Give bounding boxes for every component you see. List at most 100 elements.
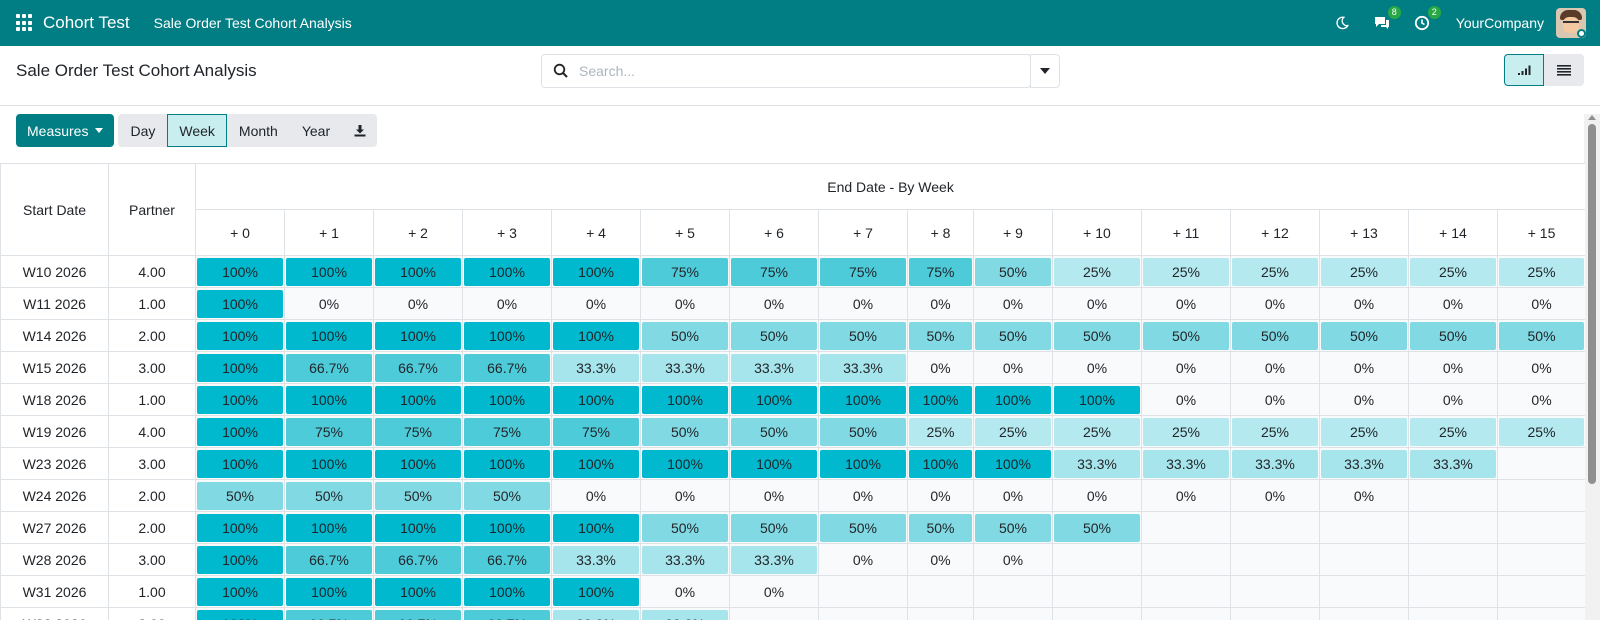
cohort-cell[interactable]: 50% bbox=[729, 511, 819, 544]
cohort-cell[interactable]: 0% bbox=[907, 543, 974, 576]
cohort-cell[interactable]: 50% bbox=[1052, 319, 1142, 352]
cohort-cell[interactable]: 25% bbox=[1052, 255, 1142, 288]
cohort-cell[interactable]: 100% bbox=[818, 383, 908, 416]
list-view-button[interactable] bbox=[1544, 54, 1584, 86]
cohort-cell[interactable]: 100% bbox=[195, 383, 285, 416]
cohort-cell[interactable]: 50% bbox=[195, 479, 285, 512]
cohort-cell[interactable]: 25% bbox=[1141, 415, 1231, 448]
cohort-cell[interactable]: 75% bbox=[729, 255, 819, 288]
cohort-cell[interactable]: 50% bbox=[640, 319, 730, 352]
user-avatar[interactable] bbox=[1556, 8, 1586, 38]
cohort-cell[interactable]: 100% bbox=[195, 287, 285, 320]
cohort-cell[interactable]: 50% bbox=[1496, 319, 1585, 352]
cohort-cell[interactable]: 100% bbox=[551, 511, 641, 544]
cohort-cell[interactable]: 33.3% bbox=[551, 607, 641, 620]
cohort-cell[interactable]: 0% bbox=[1319, 383, 1409, 416]
search-bar[interactable] bbox=[541, 54, 1031, 88]
interval-year-button[interactable]: Year bbox=[289, 114, 343, 147]
cohort-cell[interactable]: 0% bbox=[640, 479, 730, 512]
cohort-cell[interactable]: 100% bbox=[284, 319, 374, 352]
cohort-cell[interactable]: 100% bbox=[284, 511, 374, 544]
cohort-cell[interactable]: 0% bbox=[1496, 383, 1585, 416]
cohort-cell[interactable]: 100% bbox=[284, 255, 374, 288]
cohort-cell[interactable]: 0% bbox=[640, 575, 730, 608]
measures-dropdown[interactable]: Measures bbox=[16, 114, 115, 147]
cohort-cell[interactable]: 100% bbox=[373, 383, 463, 416]
cohort-cell[interactable]: 100% bbox=[195, 415, 285, 448]
cohort-cell[interactable]: 100% bbox=[373, 575, 463, 608]
cohort-cell[interactable]: 0% bbox=[1141, 383, 1231, 416]
interval-day-button[interactable]: Day bbox=[118, 114, 168, 147]
cohort-cell[interactable]: 0% bbox=[1408, 383, 1498, 416]
cohort-cell[interactable]: 100% bbox=[640, 447, 730, 480]
app-name[interactable]: Cohort Test bbox=[43, 13, 130, 32]
search-input[interactable] bbox=[579, 63, 999, 79]
messages-icon[interactable]: 8 bbox=[1372, 6, 1401, 33]
cohort-cell[interactable]: 100% bbox=[551, 575, 641, 608]
cohort-cell[interactable]: 50% bbox=[284, 479, 374, 512]
cohort-cell[interactable]: 0% bbox=[1052, 351, 1142, 384]
cohort-cell[interactable]: 100% bbox=[284, 383, 374, 416]
cohort-cell[interactable]: 50% bbox=[462, 479, 552, 512]
cohort-cell[interactable]: 50% bbox=[973, 319, 1053, 352]
cohort-cell[interactable]: 0% bbox=[973, 287, 1053, 320]
cohort-cell[interactable]: 100% bbox=[373, 255, 463, 288]
cohort-cell[interactable]: 25% bbox=[1141, 255, 1231, 288]
cohort-cell[interactable]: 25% bbox=[1496, 415, 1585, 448]
cohort-cell[interactable]: 75% bbox=[907, 255, 974, 288]
cohort-cell[interactable]: 100% bbox=[195, 351, 285, 384]
cohort-cell[interactable]: 0% bbox=[818, 287, 908, 320]
cohort-cell[interactable]: 100% bbox=[195, 511, 285, 544]
cohort-cell[interactable]: 66.7% bbox=[284, 607, 374, 620]
cohort-cell[interactable]: 50% bbox=[640, 511, 730, 544]
cohort-cell[interactable]: 75% bbox=[462, 415, 552, 448]
cohort-cell[interactable]: 100% bbox=[907, 447, 974, 480]
cohort-cell[interactable]: 0% bbox=[1496, 287, 1585, 320]
cohort-cell[interactable]: 0% bbox=[462, 287, 552, 320]
cohort-cell[interactable]: 33.3% bbox=[1230, 447, 1320, 480]
apps-menu-icon[interactable] bbox=[16, 14, 34, 32]
cohort-cell[interactable]: 0% bbox=[907, 479, 974, 512]
scroll-up-arrow[interactable] bbox=[1588, 115, 1596, 120]
cohort-cell[interactable]: 100% bbox=[462, 319, 552, 352]
cohort-cell[interactable]: 50% bbox=[1408, 319, 1498, 352]
cohort-cell[interactable]: 100% bbox=[195, 447, 285, 480]
cohort-cell[interactable]: 33.3% bbox=[1319, 447, 1409, 480]
cohort-cell[interactable]: 50% bbox=[1141, 319, 1231, 352]
cohort-cell[interactable]: 75% bbox=[818, 255, 908, 288]
cohort-cell[interactable]: 100% bbox=[373, 511, 463, 544]
cohort-cell[interactable]: 100% bbox=[462, 511, 552, 544]
cohort-cell[interactable]: 33.3% bbox=[729, 351, 819, 384]
cohort-cell[interactable]: 0% bbox=[1141, 287, 1231, 320]
download-button[interactable] bbox=[342, 114, 378, 147]
cohort-cell[interactable]: 25% bbox=[1496, 255, 1585, 288]
cohort-cell[interactable]: 75% bbox=[284, 415, 374, 448]
cohort-cell[interactable]: 50% bbox=[1052, 511, 1142, 544]
cohort-cell[interactable]: 0% bbox=[907, 287, 974, 320]
interval-month-button[interactable]: Month bbox=[226, 114, 290, 147]
search-options-toggle[interactable] bbox=[1030, 54, 1060, 88]
cohort-cell[interactable]: 50% bbox=[729, 415, 819, 448]
cohort-cell[interactable]: 33.3% bbox=[551, 351, 641, 384]
cohort-cell[interactable]: 100% bbox=[195, 607, 285, 620]
cohort-cell[interactable]: 100% bbox=[1052, 383, 1142, 416]
activities-icon[interactable]: 2 bbox=[1412, 6, 1441, 33]
cohort-cell[interactable]: 25% bbox=[973, 415, 1053, 448]
cohort-cell[interactable]: 100% bbox=[729, 447, 819, 480]
cohort-cell[interactable]: 66.7% bbox=[462, 543, 552, 576]
cohort-cell[interactable]: 50% bbox=[818, 319, 908, 352]
cohort-cell[interactable]: 100% bbox=[462, 383, 552, 416]
cohort-cell[interactable]: 0% bbox=[973, 351, 1053, 384]
cohort-cell[interactable]: 100% bbox=[284, 575, 374, 608]
cohort-cell[interactable]: 75% bbox=[640, 255, 730, 288]
cohort-cell[interactable]: 0% bbox=[1319, 479, 1409, 512]
cohort-cell[interactable]: 50% bbox=[973, 511, 1053, 544]
cohort-cell[interactable]: 0% bbox=[1230, 351, 1320, 384]
cohort-cell[interactable]: 66.7% bbox=[373, 351, 463, 384]
cohort-cell[interactable]: 0% bbox=[1230, 383, 1320, 416]
cohort-cell[interactable]: 33.3% bbox=[818, 351, 908, 384]
menu-item-cohort-analysis[interactable]: Sale Order Test Cohort Analysis bbox=[153, 15, 352, 31]
interval-week-button[interactable]: Week bbox=[167, 114, 227, 147]
cohort-cell[interactable]: 100% bbox=[284, 447, 374, 480]
cohort-cell[interactable]: 0% bbox=[818, 543, 908, 576]
